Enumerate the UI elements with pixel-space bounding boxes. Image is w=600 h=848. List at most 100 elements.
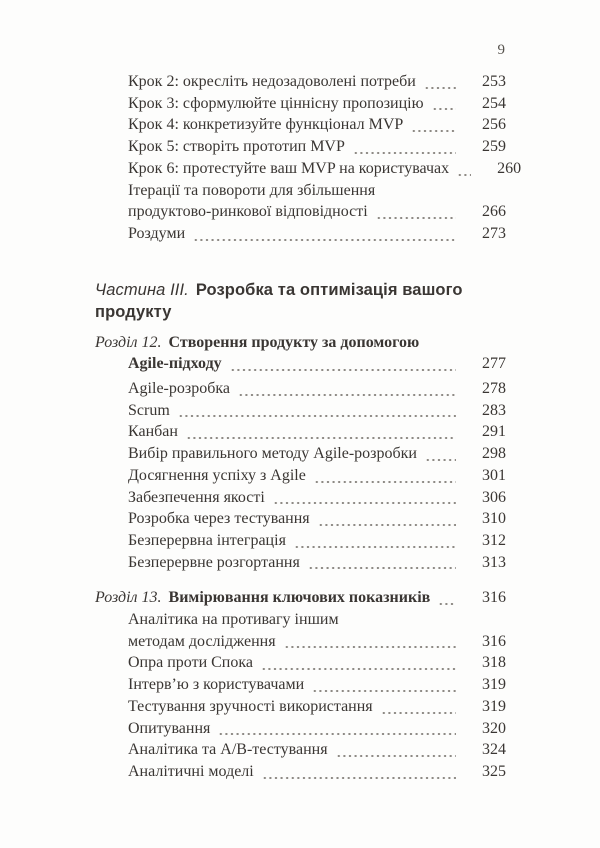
dot-leader	[424, 458, 456, 461]
toc-entry-label: Крок 5: створіть прототип MVP	[128, 138, 345, 156]
toc-entry-label: Канбан	[128, 423, 178, 441]
toc-entry: Безперервне розгортання 313	[95, 552, 506, 574]
toc-entry-page: 254	[482, 94, 506, 112]
dot-leader	[237, 393, 456, 396]
toc-entry: Безперервна інтеграція 312	[95, 530, 506, 552]
toc-entry: Вибір правильного методу Agile-розробки …	[95, 443, 506, 465]
toc-entry-page: 319	[482, 697, 506, 715]
toc-entry-label: Аналітичні моделі	[128, 762, 254, 780]
toc-entry-page: 291	[482, 423, 506, 441]
page-number: 9	[497, 42, 506, 58]
dot-leader	[312, 689, 456, 692]
toc-entry-page: 260	[497, 159, 522, 177]
toc-entry-label: Роздуми	[128, 224, 186, 242]
part-heading: Частина III. Розробка та оптимізація вашо…	[95, 279, 506, 323]
toc-entry: Опра проти Спока 318	[95, 652, 506, 674]
toc-entry-label: Безперервне розгортання	[128, 553, 300, 571]
toc-entry-page: 318	[482, 654, 506, 672]
toc-entry-line2: продуктово-ринкової відповідності 266	[128, 201, 506, 223]
toc-entry-label: Вибір правильного методу Agile-розробки	[128, 445, 417, 463]
dot-leader	[177, 415, 456, 418]
toc-entry-page: 278	[482, 380, 506, 398]
toc-entry-label: Опра проти Спока	[128, 654, 253, 672]
toc-entry-page: 325	[482, 762, 506, 780]
toc-entry: Аналітичні моделі 325	[95, 761, 506, 783]
toc-entry: Досягнення успіху з Agile 301	[95, 465, 506, 487]
toc-entry-label: методам дослідження	[128, 632, 276, 650]
dot-leader	[431, 108, 456, 111]
dot-leader	[218, 733, 456, 736]
toc-entry-page: 312	[482, 531, 506, 549]
chapter-heading-line2: Agile-підходу 277	[95, 353, 506, 375]
toc-entry: Крок 5: створіть прототип MVP 259	[95, 136, 506, 158]
toc-entry-page: 310	[482, 510, 506, 528]
dot-leader	[380, 711, 456, 714]
toc-entry-page: 320	[482, 719, 506, 737]
toc-entry-two-line: Аналітика на противагу іншим методам дос…	[95, 609, 506, 652]
toc-entry-line2: методам дослідження 316	[128, 631, 506, 653]
toc-entry-label: продуктово-ринкової відповідності	[128, 203, 368, 221]
toc-entry-line1: Аналітика на противагу іншим	[128, 609, 506, 631]
toc-entry-label: Scrum	[128, 401, 170, 419]
dot-leader	[261, 668, 456, 671]
toc-entry-label: Безперервна інтеграція	[128, 531, 286, 549]
dot-leader	[229, 369, 456, 372]
toc-entry-page: 313	[482, 553, 506, 571]
dot-leader	[335, 754, 456, 757]
dot-leader	[313, 480, 456, 483]
dot-leader	[375, 216, 456, 219]
toc-entry: Тестування зручності використання 319	[95, 696, 506, 718]
toc-entry-label: Крок 6: протестуйте ваш MVP на користува…	[128, 159, 450, 177]
toc-entry-label: Тестування зручності використання	[128, 697, 373, 715]
chapter-title: Створення продукту за допомогою	[168, 333, 420, 351]
dot-leader	[411, 130, 456, 133]
dot-leader	[307, 567, 456, 570]
part-prefix: Частина III.	[95, 280, 189, 299]
toc-entry-page: 306	[482, 488, 506, 506]
toc-entry-label: Розробка через тестування	[128, 510, 310, 528]
toc-entry-label: Досягнення успіху з Agile	[128, 466, 306, 484]
dot-leader	[457, 173, 472, 176]
toc-entry: Крок 3: сформулюйте ціннісну пропозицію …	[95, 93, 506, 115]
toc-entry-label: Опитування	[128, 719, 211, 737]
part-title: Розробка та оптимізація вашого продукту	[95, 280, 463, 321]
dot-leader	[352, 151, 456, 154]
toc-entry: Agile-розробка 278	[95, 378, 506, 400]
chapter-page: 277	[482, 355, 506, 373]
toc-entry-page: 319	[482, 676, 506, 694]
chapter-heading: Розділ 13. Вимірювання ключових показникі…	[95, 587, 506, 609]
toc-entry-page: 273	[482, 224, 506, 242]
toc-entry-label: Забезпечення якості	[128, 488, 265, 506]
toc-entry: Крок 4: конкретизуйте функціонал MVP 256	[95, 114, 506, 136]
toc-entry: Scrum 283	[95, 400, 506, 422]
toc-entry-label: Крок 4: конкретизуйте функціонал MVP	[128, 116, 404, 134]
chapter-title: Agile-підходу	[128, 355, 222, 373]
toc-entry-label: Ітерації та повороти для збільшення	[128, 181, 376, 199]
dot-leader	[283, 646, 456, 649]
toc-entry-page: 259	[482, 138, 506, 156]
chapter-heading: Розділ 12. Створення продукту за допомого…	[95, 332, 506, 375]
dot-leader	[261, 776, 456, 779]
toc-entry: Забезпечення якості 306	[95, 487, 506, 509]
toc-entry: Інтерв’ю з користувачами 319	[95, 674, 506, 696]
toc-entry-page: 324	[482, 741, 506, 759]
dot-leader	[293, 545, 456, 548]
toc-entry-label: Крок 2: окресліть недозадоволені потреби	[128, 73, 416, 90]
toc-entry-label: Аналітика на противагу іншим	[128, 611, 339, 629]
dot-leader	[185, 437, 456, 440]
toc-entry: Роздуми 273	[95, 223, 506, 245]
toc-entry-line1: Ітерації та повороти для збільшення	[128, 180, 506, 202]
toc-entry-label: Аналітика та A/B-тестування	[128, 741, 328, 759]
chapter-title: Вимірювання ключових показників	[168, 589, 431, 607]
toc-entry-two-line: Ітерації та повороти для збільшення прод…	[95, 180, 506, 223]
chapter-prefix: Розділ 12.	[95, 333, 162, 351]
dot-leader	[423, 86, 456, 89]
toc-entry: Опитування 320	[95, 718, 506, 740]
toc-entry-label: Крок 3: сформулюйте ціннісну пропозицію	[128, 94, 424, 112]
toc-entry-page: 316	[482, 632, 506, 650]
toc-entry-page: 253	[482, 73, 506, 90]
toc-entry: Крок 2: окресліть недозадоволені потреби…	[95, 71, 506, 93]
toc-entry-page: 256	[482, 116, 506, 134]
dot-leader	[193, 238, 456, 241]
